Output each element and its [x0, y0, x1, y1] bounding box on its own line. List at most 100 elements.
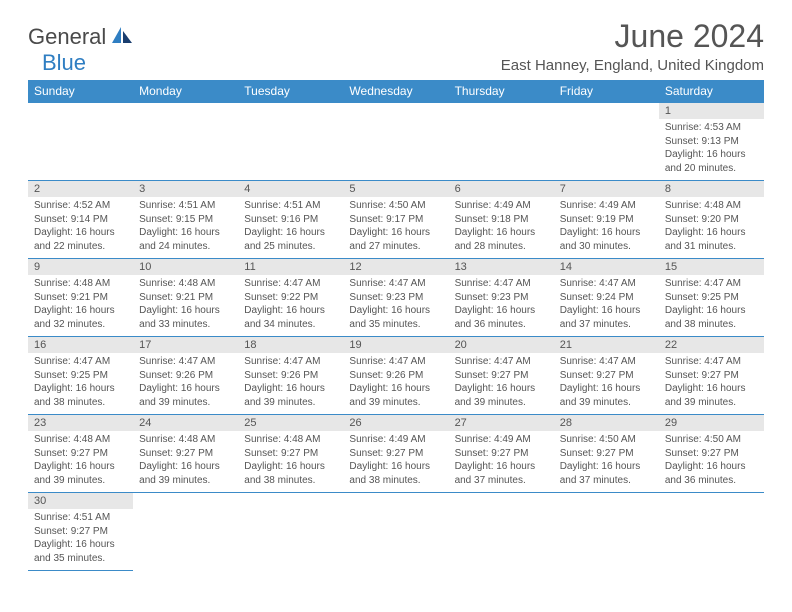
- calendar-cell: 29Sunrise: 4:50 AMSunset: 9:27 PMDayligh…: [659, 415, 764, 493]
- daylight-text-1: Daylight: 16 hours: [455, 226, 548, 240]
- calendar-week: 9Sunrise: 4:48 AMSunset: 9:21 PMDaylight…: [28, 259, 764, 337]
- daylight-text-2: and 39 minutes.: [455, 396, 548, 410]
- sunrise-text: Sunrise: 4:51 AM: [139, 199, 232, 213]
- day-number: 16: [28, 337, 133, 353]
- calendar-cell: 18Sunrise: 4:47 AMSunset: 9:26 PMDayligh…: [238, 337, 343, 415]
- calendar-cell: [133, 493, 238, 571]
- daylight-text-2: and 37 minutes.: [455, 474, 548, 488]
- sunrise-text: Sunrise: 4:50 AM: [349, 199, 442, 213]
- sunrise-text: Sunrise: 4:47 AM: [560, 355, 653, 369]
- sunrise-text: Sunrise: 4:49 AM: [455, 199, 548, 213]
- day-content: Sunrise: 4:48 AMSunset: 9:20 PMDaylight:…: [659, 197, 764, 257]
- calendar-table: Sunday Monday Tuesday Wednesday Thursday…: [28, 80, 764, 571]
- calendar-cell: 28Sunrise: 4:50 AMSunset: 9:27 PMDayligh…: [554, 415, 659, 493]
- calendar-cell: 16Sunrise: 4:47 AMSunset: 9:25 PMDayligh…: [28, 337, 133, 415]
- sunrise-text: Sunrise: 4:50 AM: [665, 433, 758, 447]
- daylight-text-2: and 38 minutes.: [349, 474, 442, 488]
- daylight-text-1: Daylight: 16 hours: [34, 226, 127, 240]
- calendar-cell: 21Sunrise: 4:47 AMSunset: 9:27 PMDayligh…: [554, 337, 659, 415]
- daylight-text-1: Daylight: 16 hours: [455, 460, 548, 474]
- sunset-text: Sunset: 9:15 PM: [139, 213, 232, 227]
- daylight-text-2: and 38 minutes.: [244, 474, 337, 488]
- daylight-text-1: Daylight: 16 hours: [665, 460, 758, 474]
- calendar-cell: 30Sunrise: 4:51 AMSunset: 9:27 PMDayligh…: [28, 493, 133, 571]
- sunset-text: Sunset: 9:25 PM: [34, 369, 127, 383]
- calendar-week: 23Sunrise: 4:48 AMSunset: 9:27 PMDayligh…: [28, 415, 764, 493]
- daylight-text-2: and 36 minutes.: [455, 318, 548, 332]
- dayname-sun: Sunday: [28, 80, 133, 103]
- sunrise-text: Sunrise: 4:48 AM: [34, 277, 127, 291]
- calendar-cell: 2Sunrise: 4:52 AMSunset: 9:14 PMDaylight…: [28, 181, 133, 259]
- sunset-text: Sunset: 9:21 PM: [139, 291, 232, 305]
- daylight-text-2: and 34 minutes.: [244, 318, 337, 332]
- calendar-cell: 25Sunrise: 4:48 AMSunset: 9:27 PMDayligh…: [238, 415, 343, 493]
- day-number: 15: [659, 259, 764, 275]
- day-content: Sunrise: 4:48 AMSunset: 9:27 PMDaylight:…: [28, 431, 133, 491]
- daylight-text-2: and 39 minutes.: [560, 396, 653, 410]
- day-number: 29: [659, 415, 764, 431]
- daylight-text-2: and 30 minutes.: [560, 240, 653, 254]
- daylight-text-2: and 39 minutes.: [139, 474, 232, 488]
- calendar-cell: [343, 103, 448, 181]
- sunset-text: Sunset: 9:14 PM: [34, 213, 127, 227]
- sunset-text: Sunset: 9:20 PM: [665, 213, 758, 227]
- sunrise-text: Sunrise: 4:48 AM: [244, 433, 337, 447]
- calendar-cell: 3Sunrise: 4:51 AMSunset: 9:15 PMDaylight…: [133, 181, 238, 259]
- calendar-cell: 19Sunrise: 4:47 AMSunset: 9:26 PMDayligh…: [343, 337, 448, 415]
- daylight-text-1: Daylight: 16 hours: [139, 226, 232, 240]
- sunset-text: Sunset: 9:22 PM: [244, 291, 337, 305]
- calendar-cell: 17Sunrise: 4:47 AMSunset: 9:26 PMDayligh…: [133, 337, 238, 415]
- day-number: 26: [343, 415, 448, 431]
- day-content: Sunrise: 4:50 AMSunset: 9:27 PMDaylight:…: [659, 431, 764, 491]
- sunset-text: Sunset: 9:27 PM: [560, 447, 653, 461]
- daylight-text-1: Daylight: 16 hours: [34, 304, 127, 318]
- calendar-cell: 22Sunrise: 4:47 AMSunset: 9:27 PMDayligh…: [659, 337, 764, 415]
- sunrise-text: Sunrise: 4:49 AM: [560, 199, 653, 213]
- daylight-text-2: and 31 minutes.: [665, 240, 758, 254]
- daylight-text-1: Daylight: 16 hours: [244, 382, 337, 396]
- daylight-text-1: Daylight: 16 hours: [244, 226, 337, 240]
- sunset-text: Sunset: 9:27 PM: [34, 447, 127, 461]
- calendar-cell: [659, 493, 764, 571]
- day-content: Sunrise: 4:47 AMSunset: 9:26 PMDaylight:…: [343, 353, 448, 413]
- calendar-cell: 5Sunrise: 4:50 AMSunset: 9:17 PMDaylight…: [343, 181, 448, 259]
- day-content: Sunrise: 4:53 AMSunset: 9:13 PMDaylight:…: [659, 119, 764, 179]
- logo-sail-icon: [110, 25, 134, 50]
- daylight-text-2: and 28 minutes.: [455, 240, 548, 254]
- daylight-text-1: Daylight: 16 hours: [349, 382, 442, 396]
- daylight-text-2: and 24 minutes.: [139, 240, 232, 254]
- daylight-text-1: Daylight: 16 hours: [34, 382, 127, 396]
- day-number: 13: [449, 259, 554, 275]
- day-number: 5: [343, 181, 448, 197]
- sunset-text: Sunset: 9:27 PM: [665, 369, 758, 383]
- calendar-cell: [238, 493, 343, 571]
- daylight-text-2: and 32 minutes.: [34, 318, 127, 332]
- day-number: 19: [343, 337, 448, 353]
- logo: General: [28, 24, 136, 50]
- calendar-week: 2Sunrise: 4:52 AMSunset: 9:14 PMDaylight…: [28, 181, 764, 259]
- daylight-text-2: and 35 minutes.: [34, 552, 127, 566]
- day-number: 27: [449, 415, 554, 431]
- sunset-text: Sunset: 9:13 PM: [665, 135, 758, 149]
- day-content: Sunrise: 4:47 AMSunset: 9:27 PMDaylight:…: [554, 353, 659, 413]
- calendar-cell: 1Sunrise: 4:53 AMSunset: 9:13 PMDaylight…: [659, 103, 764, 181]
- calendar-cell: [28, 103, 133, 181]
- daylight-text-2: and 37 minutes.: [560, 474, 653, 488]
- sunset-text: Sunset: 9:27 PM: [665, 447, 758, 461]
- daylight-text-2: and 22 minutes.: [34, 240, 127, 254]
- sunrise-text: Sunrise: 4:51 AM: [34, 511, 127, 525]
- day-content: Sunrise: 4:47 AMSunset: 9:27 PMDaylight:…: [449, 353, 554, 413]
- day-content: Sunrise: 4:47 AMSunset: 9:27 PMDaylight:…: [659, 353, 764, 413]
- daylight-text-1: Daylight: 16 hours: [244, 460, 337, 474]
- dayname-row: Sunday Monday Tuesday Wednesday Thursday…: [28, 80, 764, 103]
- daylight-text-1: Daylight: 16 hours: [560, 382, 653, 396]
- day-content: Sunrise: 4:47 AMSunset: 9:22 PMDaylight:…: [238, 275, 343, 335]
- calendar-week: 30Sunrise: 4:51 AMSunset: 9:27 PMDayligh…: [28, 493, 764, 571]
- sunset-text: Sunset: 9:27 PM: [349, 447, 442, 461]
- sunset-text: Sunset: 9:27 PM: [560, 369, 653, 383]
- location: East Hanney, England, United Kingdom: [501, 57, 764, 74]
- sunset-text: Sunset: 9:26 PM: [244, 369, 337, 383]
- daylight-text-1: Daylight: 16 hours: [34, 460, 127, 474]
- daylight-text-1: Daylight: 16 hours: [349, 304, 442, 318]
- calendar-cell: [554, 493, 659, 571]
